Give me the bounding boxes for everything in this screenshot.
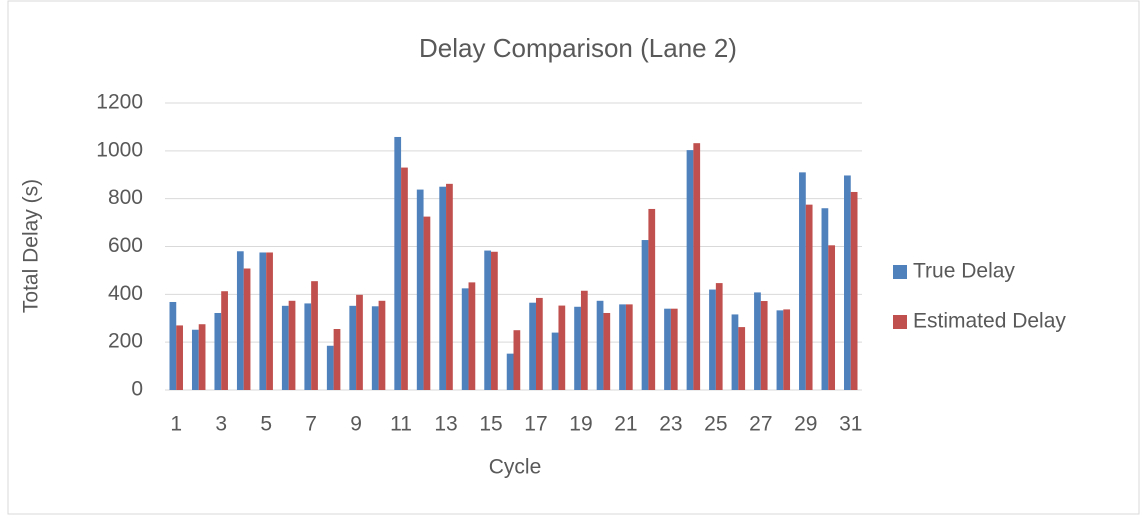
chart-border <box>7 0 1140 515</box>
bar <box>311 281 318 390</box>
bar <box>596 300 604 390</box>
bar <box>574 306 581 390</box>
x-tick-label: 13 <box>434 413 457 436</box>
bar <box>243 268 251 390</box>
bar <box>535 297 543 390</box>
bar <box>693 143 701 390</box>
bar <box>821 208 829 390</box>
bar <box>580 290 588 390</box>
bar <box>236 251 244 390</box>
bar <box>558 305 566 390</box>
bar <box>326 345 334 390</box>
y-tick-label: 200 <box>108 330 143 353</box>
bar <box>198 324 206 390</box>
bar <box>349 305 357 390</box>
bar <box>461 288 469 390</box>
legend-swatch <box>893 265 907 279</box>
x-tick-label: 27 <box>749 413 772 436</box>
x-tick-label: 25 <box>704 413 727 436</box>
bar <box>191 329 199 390</box>
bar <box>304 303 312 390</box>
bar <box>603 312 611 390</box>
bar <box>776 310 784 390</box>
x-axis-label: Cycle <box>489 456 542 479</box>
bar <box>805 204 813 390</box>
x-tick-label: 3 <box>215 413 227 436</box>
bar <box>664 308 671 390</box>
x-tick-label: 17 <box>524 413 547 436</box>
bar <box>625 304 633 390</box>
bar <box>371 306 379 390</box>
bar <box>356 294 363 390</box>
legend-label: True Delay <box>913 260 1015 283</box>
x-tick-label: 1 <box>170 413 182 436</box>
bar <box>401 167 408 390</box>
legend-label: Estimated Delay <box>913 310 1066 333</box>
bar <box>416 189 424 390</box>
bar <box>266 252 273 390</box>
bar <box>491 251 498 390</box>
bar <box>551 332 559 390</box>
bar <box>506 353 514 390</box>
bar <box>468 282 476 390</box>
bar <box>214 312 222 390</box>
bar <box>670 308 678 390</box>
bar <box>709 289 716 390</box>
y-tick-label: 800 <box>108 186 143 209</box>
x-tick-label: 11 <box>390 413 412 436</box>
bar <box>288 300 296 390</box>
x-tick-label: 7 <box>305 413 317 436</box>
x-tick-label: 9 <box>350 413 362 436</box>
y-tick-label: 0 <box>131 378 143 401</box>
y-tick-label: 1000 <box>96 138 143 161</box>
bar <box>850 191 858 390</box>
x-tick-label: 5 <box>260 413 272 436</box>
bar <box>686 150 694 390</box>
bar <box>484 250 492 390</box>
bar <box>176 325 183 390</box>
bar <box>648 208 656 390</box>
bar <box>281 305 289 390</box>
bar <box>760 301 768 390</box>
bar <box>619 304 626 390</box>
bar <box>439 186 447 390</box>
bar <box>423 216 431 390</box>
bar <box>333 329 341 390</box>
bar <box>446 183 453 390</box>
bar <box>738 327 746 390</box>
bar <box>641 240 649 390</box>
y-tick-label: 1200 <box>96 91 143 114</box>
x-tick-label: 31 <box>839 413 862 436</box>
x-tick-label: 19 <box>569 413 592 436</box>
legend-swatch <box>893 315 907 329</box>
y-axis-label: Total Delay (s) <box>20 179 43 313</box>
bar <box>828 245 836 390</box>
bar <box>783 309 791 390</box>
bar <box>731 314 739 390</box>
bar <box>513 330 521 390</box>
chart-title: Delay Comparison (Lane 2) <box>419 33 737 63</box>
bar <box>529 302 536 390</box>
x-tick-label: 21 <box>614 413 637 436</box>
bar <box>799 172 806 390</box>
bar <box>394 136 402 390</box>
bar <box>844 175 851 390</box>
x-tick-label: 23 <box>659 413 682 436</box>
bar <box>378 300 386 390</box>
bar <box>754 292 761 390</box>
y-tick-label: 600 <box>108 234 143 257</box>
bar <box>715 283 723 390</box>
bar <box>259 252 267 390</box>
x-tick-label: 29 <box>794 413 817 436</box>
bar <box>221 291 228 390</box>
bar <box>169 301 177 390</box>
x-tick-label: 15 <box>479 413 502 436</box>
y-tick-label: 400 <box>108 282 143 305</box>
